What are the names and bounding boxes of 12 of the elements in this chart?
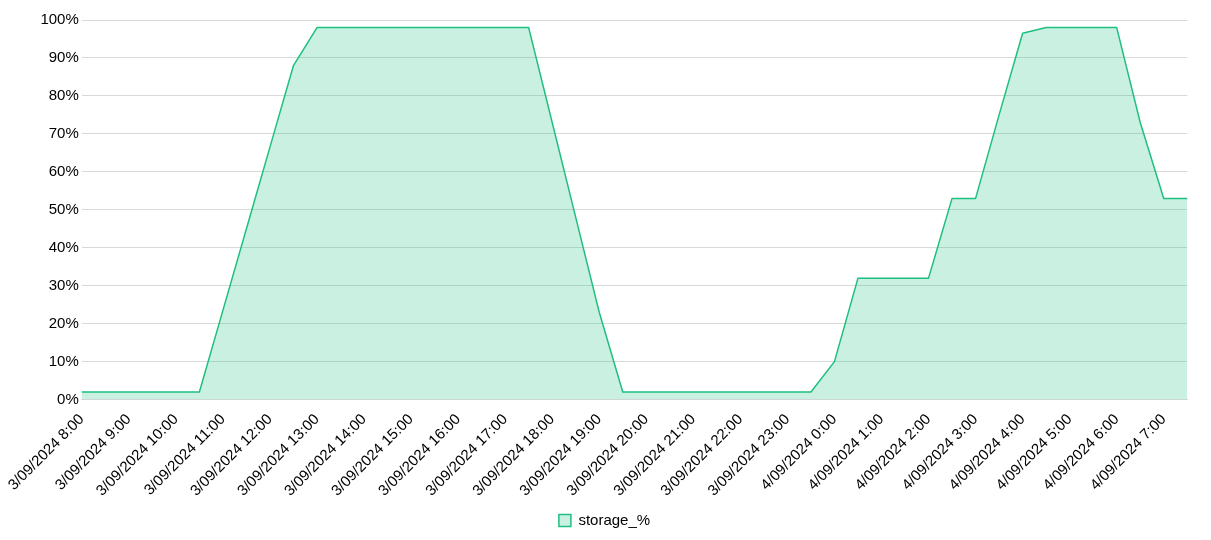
- y-tick-label: 40%: [48, 237, 79, 255]
- legend-label: storage_%: [578, 510, 651, 528]
- y-tick-label: 30%: [48, 275, 79, 293]
- y-tick-label: 10%: [48, 351, 79, 369]
- y-tick-label: 70%: [48, 124, 79, 142]
- y-tick-label: 0%: [57, 389, 79, 407]
- y-tick-label: 60%: [48, 161, 79, 179]
- y-tick-label: 90%: [48, 48, 79, 66]
- y-tick-label: 100%: [40, 10, 79, 28]
- y-tick-label: 80%: [48, 86, 79, 104]
- y-tick-label: 20%: [48, 313, 79, 331]
- y-tick-label: 50%: [48, 199, 79, 217]
